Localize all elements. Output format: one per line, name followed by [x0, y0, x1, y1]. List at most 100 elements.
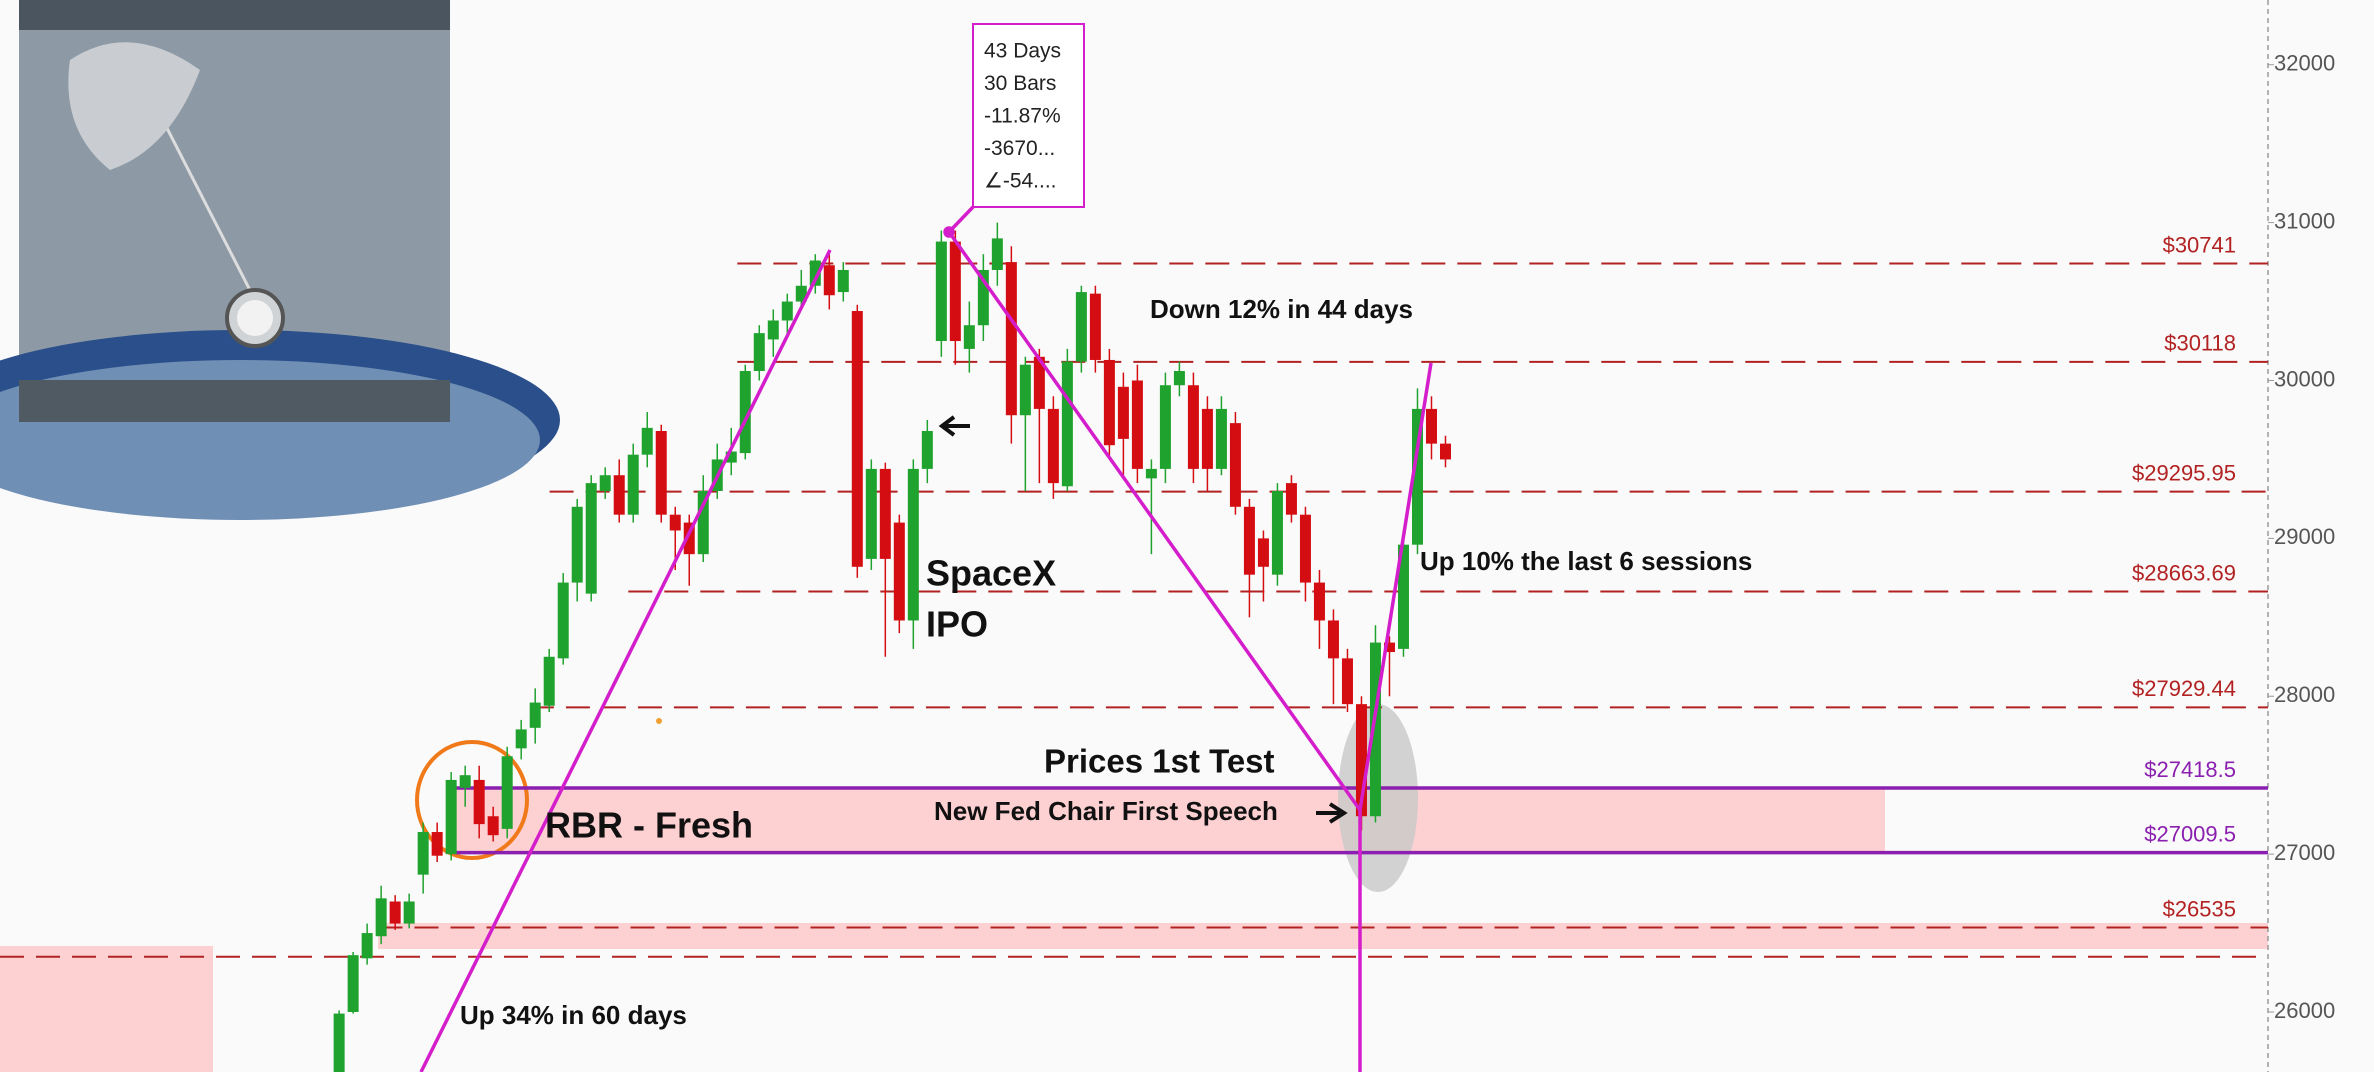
candle-body [613, 475, 625, 515]
candle-body [431, 832, 443, 856]
dot [656, 718, 662, 724]
rbr-circle [415, 740, 529, 860]
candle-body [473, 779, 485, 825]
candle-body [725, 451, 737, 463]
candle-body [949, 241, 961, 342]
annotation: Up 34% in 60 days [460, 1000, 687, 1030]
candle-body [1215, 408, 1227, 469]
candle-body [1089, 293, 1101, 360]
level-label: $26535 [2163, 896, 2236, 921]
candle-body [1369, 642, 1381, 817]
candle-body [543, 656, 555, 706]
candle-body [977, 269, 989, 326]
candle-body [1383, 642, 1395, 653]
candle-body [1397, 544, 1409, 649]
candle-body [487, 816, 499, 836]
candle-body [1103, 359, 1115, 446]
candle-body [1313, 582, 1325, 621]
candle-body [1425, 408, 1437, 444]
candle-body [1159, 385, 1171, 469]
candle-body [655, 431, 667, 515]
measure-line: 43 Days [984, 40, 1061, 63]
annotation: SpaceX [926, 553, 1056, 594]
candle-body [739, 371, 751, 454]
candle-body [781, 301, 793, 321]
annotation: New Fed Chair First Speech [934, 796, 1278, 826]
candle-body [767, 320, 779, 340]
annotation: RBR - Fresh [545, 805, 753, 846]
candle-body [753, 333, 765, 372]
candle-body [1341, 658, 1353, 705]
candle-body [571, 506, 583, 583]
candle-body [1299, 514, 1311, 583]
candle-body [1075, 292, 1087, 362]
y-tick-label: 29000 [2274, 524, 2335, 549]
candle-body [1411, 408, 1423, 545]
measure-box [972, 23, 1085, 208]
candle-body [599, 475, 611, 492]
candle-body [963, 325, 975, 349]
candle-body [333, 1013, 345, 1072]
y-tick-label: 32000 [2274, 51, 2335, 76]
candle-body [879, 468, 891, 559]
candle-body [557, 582, 569, 659]
candle-body [1355, 704, 1367, 817]
level-label: $30741 [2163, 232, 2236, 257]
candle-body [529, 702, 541, 728]
annotation: Down 12% in 44 days [1150, 294, 1413, 324]
measure-line: ∠-54.... [984, 170, 1057, 193]
candle-body [445, 779, 457, 855]
left-zone [0, 946, 213, 1072]
measure-line: -11.87% [984, 105, 1061, 128]
candle-body [347, 955, 359, 1013]
candle-body [375, 898, 387, 937]
candle-body [1187, 385, 1199, 469]
candle-body [361, 933, 373, 959]
candle-body [1201, 408, 1213, 469]
y-tick-label: 31000 [2274, 208, 2335, 233]
candle-body [1061, 361, 1073, 487]
candle-body [935, 241, 947, 342]
candle-body [1047, 408, 1059, 484]
candle-body [669, 514, 681, 531]
candles [333, 222, 1451, 1072]
y-tick-label: 28000 [2274, 682, 2335, 707]
candle-body [697, 491, 709, 555]
demand-zone [454, 787, 1885, 852]
level-label: $27009.5 [2144, 821, 2236, 846]
candle-body [865, 468, 877, 559]
candle-body [417, 832, 429, 875]
annotation: IPO [926, 604, 988, 645]
candle-body [1019, 364, 1031, 416]
candle-body [991, 238, 1003, 270]
candle-body [809, 260, 821, 286]
candle-body [1173, 371, 1185, 386]
candle-body [1327, 620, 1339, 659]
candle-body [795, 285, 807, 302]
level-label: $29295.95 [2132, 460, 2236, 485]
candle-body [851, 311, 863, 567]
level-label: $28663.69 [2132, 560, 2236, 585]
level-label: $27418.5 [2144, 757, 2236, 782]
candle-body [1005, 262, 1017, 416]
candle-body [837, 269, 849, 293]
annotation: Prices 1st Test [1044, 743, 1275, 780]
candle-body [641, 427, 653, 455]
candle-body [1285, 483, 1297, 515]
candle-body [585, 483, 597, 594]
y-tick-label: 30000 [2274, 366, 2335, 391]
candle-body [1271, 491, 1283, 575]
annotation: Up 10% the last 6 sessions [1420, 546, 1752, 576]
candle-body [683, 522, 695, 555]
thumbnail [0, 0, 560, 520]
candle-body [389, 901, 401, 924]
candle-body [1033, 356, 1045, 409]
candle-body [1131, 380, 1143, 469]
candle-body [1145, 468, 1157, 479]
candle-body [515, 729, 527, 749]
trend-lines [419, 205, 1433, 1072]
level-label: $27929.44 [2132, 676, 2236, 701]
candle-body [459, 775, 471, 788]
candle-body [823, 265, 835, 296]
